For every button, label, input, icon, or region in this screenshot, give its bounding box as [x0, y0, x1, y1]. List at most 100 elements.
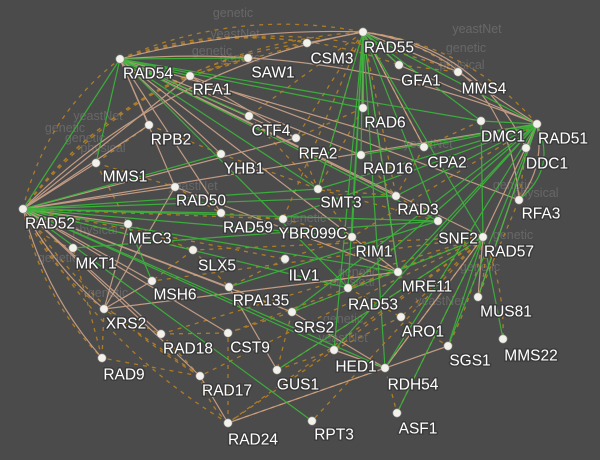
graph-node-RPA135[interactable] — [224, 282, 234, 292]
genetic-green-edge — [333, 123, 538, 351]
graph-node-RAD18[interactable] — [156, 329, 166, 339]
graph-node-RAD53[interactable] — [343, 283, 353, 293]
graph-node-MMS22[interactable] — [498, 334, 508, 344]
physical-edge — [119, 58, 222, 214]
graph-node-RAD54[interactable] — [115, 54, 125, 64]
graph-node-RIM1[interactable] — [347, 232, 357, 242]
genetic-green-edge — [119, 58, 482, 122]
physical-edge — [362, 31, 459, 73]
graph-node-XRS2[interactable] — [99, 304, 109, 314]
node-label-RAD53: RAD53 — [348, 297, 398, 314]
genetic-green-edge — [119, 58, 364, 109]
network-type-watermark: genetic — [65, 131, 105, 145]
graph-node-RPB2[interactable] — [144, 120, 154, 130]
physical-edge — [518, 123, 540, 201]
graph-node-MRE11[interactable] — [393, 267, 403, 277]
node-label-SGS1: SGS1 — [449, 353, 490, 370]
graph-node-RAD57[interactable] — [478, 232, 488, 242]
graph-node-ARO1[interactable] — [396, 312, 406, 322]
node-label-DMC1: DMC1 — [481, 129, 525, 146]
physical-edge — [119, 55, 538, 125]
graph-node-ILV1[interactable] — [280, 254, 290, 264]
graph-node-HED1[interactable] — [329, 345, 339, 355]
physical-edge — [119, 58, 222, 155]
graph-node-RAD24[interactable] — [223, 418, 233, 428]
graph-node-RAD51[interactable] — [532, 119, 542, 129]
physical-edge — [384, 236, 484, 369]
genetic-green-edge — [397, 123, 538, 273]
node-label-ARO1: ARO1 — [402, 324, 444, 341]
node-label-ASF1: ASF1 — [399, 421, 438, 438]
physical-edge — [22, 208, 162, 335]
graph-node-RAD50[interactable] — [170, 182, 180, 192]
graph-node-RAD6[interactable] — [358, 103, 368, 113]
node-label-DDC1: DDC1 — [526, 156, 568, 173]
graph-node-MUS81[interactable] — [473, 292, 483, 302]
graph-node-RAD3[interactable] — [391, 191, 401, 201]
graph-node-RAD59[interactable] — [216, 208, 226, 218]
node-label-MKT1: MKT1 — [75, 256, 116, 273]
graph-node-ASF1[interactable] — [392, 408, 402, 418]
network-type-watermark: physical — [80, 141, 125, 155]
graph-node-CPA2[interactable] — [419, 142, 429, 152]
genetic-green-edge — [360, 31, 364, 156]
graph-node-SAW1[interactable] — [243, 53, 253, 63]
genetic-green-edge — [22, 195, 397, 210]
genetic-dashed-edge — [189, 42, 308, 77]
network-type-watermark: physical — [439, 58, 484, 72]
graph-node-CTF4[interactable] — [244, 111, 254, 121]
graph-node-RAD55[interactable] — [358, 27, 368, 37]
node-label-RAD54: RAD54 — [123, 66, 173, 83]
graph-node-YBR099C[interactable] — [278, 214, 288, 224]
genetic-green-edge — [362, 31, 400, 66]
network-type-watermark: genetic — [446, 41, 486, 55]
node-label-HED1: HED1 — [335, 359, 376, 376]
graph-node-CST9[interactable] — [223, 328, 233, 338]
graph-node-DMC1[interactable] — [476, 116, 486, 126]
graph-node-RAD16[interactable] — [356, 150, 366, 160]
physical-edge — [482, 123, 538, 238]
graph-node-MKT1[interactable] — [68, 243, 78, 253]
node-label-CTF4: CTF4 — [252, 123, 291, 140]
graph-node-SRS2[interactable] — [287, 307, 297, 317]
graph-node-RFA2[interactable] — [291, 133, 301, 143]
genetic-green-edge — [22, 208, 439, 222]
genetic-dashed-edge — [282, 218, 353, 238]
node-layer — [18, 27, 542, 428]
graph-node-RAD52[interactable] — [18, 204, 28, 214]
graph-node-SNF2[interactable] — [433, 216, 443, 226]
graph-node-RAD9[interactable] — [97, 353, 107, 363]
graph-node-MEC3[interactable] — [123, 219, 133, 229]
graph-node-RFA3[interactable] — [514, 195, 524, 205]
graph-node-YHB1[interactable] — [216, 149, 226, 159]
node-label-RFA3: RFA3 — [522, 206, 561, 223]
genetic-dashed-edge — [199, 236, 484, 377]
graph-node-CSM3[interactable] — [302, 38, 312, 48]
graph-node-RAD17[interactable] — [195, 371, 205, 381]
node-label-RAD16: RAD16 — [363, 161, 413, 178]
graph-node-RPT3[interactable] — [307, 416, 317, 426]
graph-node-MSH6[interactable] — [147, 276, 157, 286]
genetic-dashed-edge — [119, 35, 459, 73]
graph-node-RFA1[interactable] — [185, 71, 195, 81]
graph-node-SLX5[interactable] — [188, 245, 198, 255]
graph-node-GFA1[interactable] — [394, 60, 404, 70]
genetic-dashed-edge — [362, 31, 538, 125]
graph-node-SGS1[interactable] — [443, 341, 453, 351]
graph-node-DDC1[interactable] — [521, 143, 531, 153]
genetic-green-edge — [423, 123, 538, 148]
graph-node-MMS4[interactable] — [453, 67, 463, 77]
genetic-dashed-edge — [333, 236, 484, 351]
node-label-RAD51: RAD51 — [538, 131, 588, 148]
node-label-RFA1: RFA1 — [193, 82, 232, 99]
node-label-SLX5: SLX5 — [198, 258, 236, 275]
genetic-dashed-edge — [22, 57, 249, 210]
graph-node-SMT3[interactable] — [313, 184, 323, 194]
node-label-RAD59: RAD59 — [223, 220, 273, 237]
node-label-RIM1: RIM1 — [355, 244, 392, 261]
graph-node-RDH54[interactable] — [380, 363, 390, 373]
genetic-dashed-edge — [119, 23, 364, 60]
graph-node-MMS1[interactable] — [91, 158, 101, 168]
graph-node-GUS1[interactable] — [272, 365, 282, 375]
